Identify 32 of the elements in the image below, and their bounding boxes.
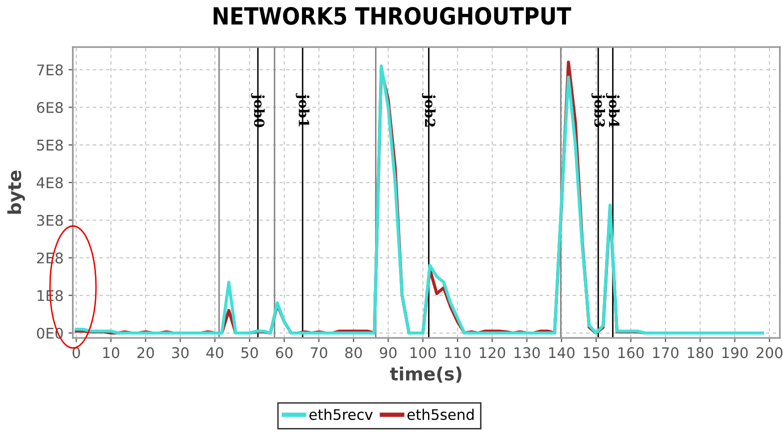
y-tick-label: 7E8 — [37, 64, 63, 76]
y-tick-label: 3E8 — [37, 214, 63, 226]
x-tick-label: 30 — [172, 347, 189, 358]
x-tick-label: 140 — [549, 347, 574, 358]
legend-label: eth5recv — [309, 408, 373, 420]
ref-line-label: job2 — [422, 93, 436, 127]
x-tick-label: 130 — [514, 347, 540, 358]
x-tick-label: 50 — [241, 347, 258, 358]
x-tick-label: 60 — [276, 347, 293, 358]
line-series — [74, 64, 764, 335]
x-tick-label: 80 — [345, 347, 362, 358]
x-tick-label: 180 — [688, 347, 714, 358]
y-tick-label: 6E8 — [37, 102, 63, 114]
x-tick-label: 160 — [618, 347, 644, 358]
x-tick-label: 100 — [410, 347, 436, 358]
x-tick-label: 200 — [756, 347, 782, 358]
x-tick-label: 120 — [480, 347, 506, 358]
x-tick-label: 20 — [137, 347, 154, 358]
y-tick-label: 4E8 — [36, 177, 63, 188]
chart-title: NETWORK5 THROUGHOUTPUT — [214, 6, 572, 25]
x-tick-label: 90 — [380, 347, 397, 358]
legend-label: eth5send — [407, 408, 474, 420]
x-tick-label: 70 — [310, 347, 328, 358]
x-tick-label: 10 — [103, 347, 120, 358]
x-axis-title: time(s) — [390, 366, 462, 383]
x-tick-label: 110 — [445, 347, 470, 358]
y-tick-label: 5E8 — [37, 140, 63, 151]
y-axis-title: byte — [7, 170, 25, 214]
x-tick-label: 40 — [206, 347, 224, 358]
x-tick-label: 150 — [584, 347, 610, 358]
x-tick-label: 190 — [722, 347, 748, 358]
x-tick-label: 170 — [653, 347, 678, 358]
